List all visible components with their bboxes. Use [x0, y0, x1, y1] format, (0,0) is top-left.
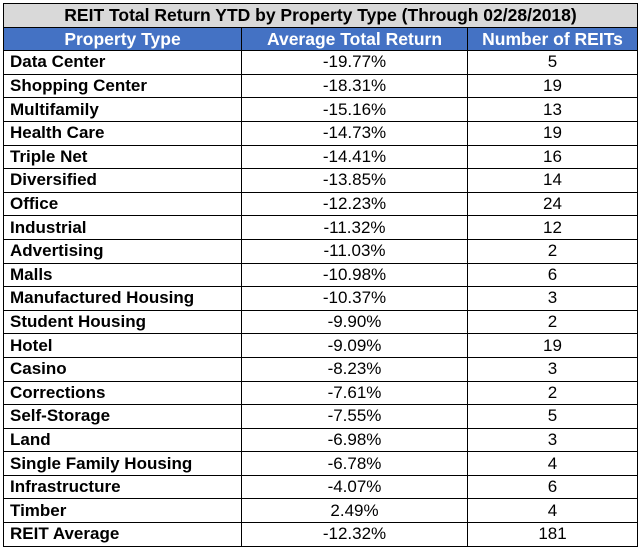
average-total-return-cell: -9.90%	[241, 309, 468, 335]
table-row: Multifamily -15.16% 13	[3, 97, 638, 122]
table-row: Shopping Center -18.31% 19	[3, 73, 638, 99]
column-header-number-of-reits: Number of REITs	[467, 26, 638, 52]
property-type-cell: Malls	[3, 262, 242, 288]
number-of-reits-cell: 3	[467, 427, 638, 453]
property-type-cell: Corrections	[3, 380, 242, 406]
property-type-cell: Health Care	[3, 120, 242, 146]
property-type-cell: Hotel	[3, 333, 242, 358]
number-of-reits-cell: 19	[467, 333, 638, 358]
table-header-row: Property Type Average Total Return Numbe…	[3, 26, 638, 52]
property-type-cell: Timber	[3, 498, 242, 524]
number-of-reits-cell: 19	[467, 120, 638, 146]
number-of-reits-cell: 16	[467, 144, 638, 170]
average-total-return-cell: -14.73%	[241, 120, 468, 146]
table-row: REIT Average -12.32% 181	[3, 522, 638, 547]
number-of-reits-cell: 13	[467, 97, 638, 122]
table-row: Hotel -9.09% 19	[3, 333, 638, 358]
average-total-return-cell: -7.61%	[241, 380, 468, 406]
table-row: Timber 2.49% 4	[3, 498, 638, 524]
average-total-return-cell: -15.16%	[241, 97, 468, 122]
average-total-return-cell: -10.37%	[241, 286, 468, 311]
table-row: Office -12.23% 24	[3, 191, 638, 217]
table-row: Corrections -7.61% 2	[3, 380, 638, 406]
number-of-reits-cell: 3	[467, 356, 638, 382]
number-of-reits-cell: 6	[467, 262, 638, 288]
column-header-property-type: Property Type	[3, 26, 242, 52]
number-of-reits-cell: 19	[467, 73, 638, 99]
property-type-cell: Casino	[3, 356, 242, 382]
table-row: Single Family Housing -6.78% 4	[3, 451, 638, 476]
column-header-average-total-return: Average Total Return	[241, 26, 468, 52]
average-total-return-cell: -11.32%	[241, 215, 468, 240]
average-total-return-cell: -10.98%	[241, 262, 468, 288]
average-total-return-cell: -6.98%	[241, 427, 468, 453]
average-total-return-cell: -14.41%	[241, 144, 468, 170]
number-of-reits-cell: 6	[467, 474, 638, 500]
number-of-reits-cell: 5	[467, 50, 638, 75]
table-row: Data Center -19.77% 5	[3, 50, 638, 75]
average-total-return-cell: 2.49%	[241, 498, 468, 524]
average-total-return-cell: -18.31%	[241, 73, 468, 99]
number-of-reits-cell: 2	[467, 309, 638, 335]
property-type-cell: Land	[3, 427, 242, 453]
property-type-cell: Diversified	[3, 168, 242, 193]
table-row: Student Housing -9.90% 2	[3, 309, 638, 335]
table-row: Advertising -11.03% 2	[3, 238, 638, 264]
average-total-return-cell: -4.07%	[241, 474, 468, 500]
number-of-reits-cell: 12	[467, 215, 638, 240]
average-total-return-cell: -12.23%	[241, 191, 468, 217]
table-row: Infrastructure -4.07% 6	[3, 474, 638, 500]
number-of-reits-cell: 4	[467, 498, 638, 524]
number-of-reits-cell: 5	[467, 404, 638, 429]
average-total-return-cell: -12.32%	[241, 522, 468, 547]
property-type-cell: Triple Net	[3, 144, 242, 170]
average-total-return-cell: -6.78%	[241, 451, 468, 476]
table-title-row: REIT Total Return YTD by Property Type (…	[3, 3, 638, 28]
reit-returns-table-container: REIT Total Return YTD by Property Type (…	[3, 3, 638, 547]
property-type-cell: Manufactured Housing	[3, 286, 242, 311]
property-type-cell: Shopping Center	[3, 73, 242, 99]
table-row: Malls -10.98% 6	[3, 262, 638, 288]
property-type-cell: Self-Storage	[3, 404, 242, 429]
number-of-reits-cell: 4	[467, 451, 638, 476]
number-of-reits-cell: 2	[467, 380, 638, 406]
property-type-cell: Single Family Housing	[3, 451, 242, 476]
number-of-reits-cell: 2	[467, 238, 638, 264]
table-row: Health Care -14.73% 19	[3, 120, 638, 146]
property-type-cell: Data Center	[3, 50, 242, 75]
number-of-reits-cell: 14	[467, 168, 638, 193]
property-type-cell: Multifamily	[3, 97, 242, 122]
number-of-reits-cell: 3	[467, 286, 638, 311]
property-type-cell: Office	[3, 191, 242, 217]
average-total-return-cell: -7.55%	[241, 404, 468, 429]
average-total-return-cell: -19.77%	[241, 50, 468, 75]
property-type-cell: REIT Average	[3, 522, 242, 547]
number-of-reits-cell: 24	[467, 191, 638, 217]
table-row: Diversified -13.85% 14	[3, 168, 638, 193]
table-row: Self-Storage -7.55% 5	[3, 404, 638, 429]
average-total-return-cell: -8.23%	[241, 356, 468, 382]
average-total-return-cell: -9.09%	[241, 333, 468, 358]
table-row: Industrial -11.32% 12	[3, 215, 638, 240]
property-type-cell: Industrial	[3, 215, 242, 240]
property-type-cell: Advertising	[3, 238, 242, 264]
property-type-cell: Infrastructure	[3, 474, 242, 500]
property-type-cell: Student Housing	[3, 309, 242, 335]
average-total-return-cell: -11.03%	[241, 238, 468, 264]
table-row: Triple Net -14.41% 16	[3, 144, 638, 170]
number-of-reits-cell: 181	[467, 522, 638, 547]
reit-returns-table: REIT Total Return YTD by Property Type (…	[3, 3, 638, 547]
table-row: Land -6.98% 3	[3, 427, 638, 453]
table-body: Data Center -19.77% 5 Shopping Center -18.31…	[3, 50, 638, 547]
table-title: REIT Total Return YTD by Property Type (…	[3, 3, 638, 28]
table-row: Casino -8.23% 3	[3, 356, 638, 382]
table-row: Manufactured Housing -10.37% 3	[3, 286, 638, 311]
average-total-return-cell: -13.85%	[241, 168, 468, 193]
